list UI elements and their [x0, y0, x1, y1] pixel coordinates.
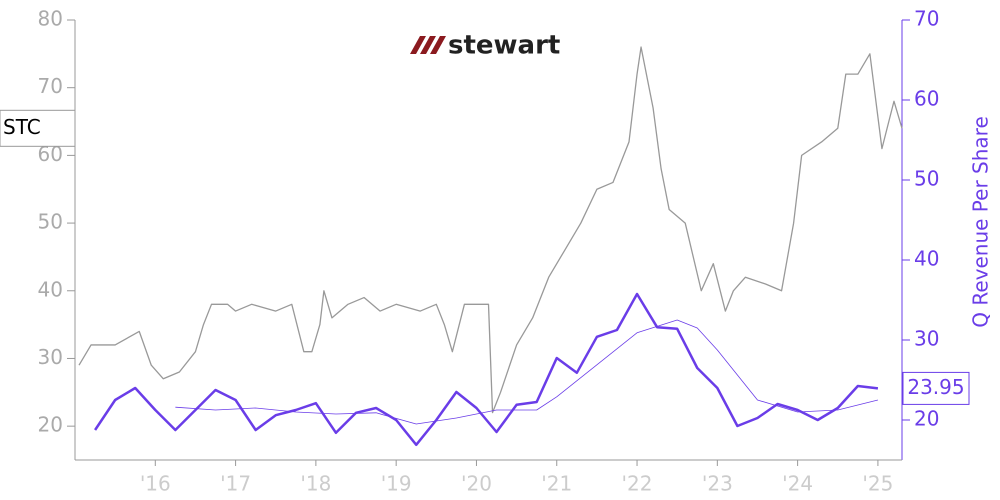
series-line [175, 319, 879, 425]
series-line [78, 46, 903, 414]
y-tick-label: 80 [38, 7, 63, 31]
y2-tick-label: 50 [914, 167, 939, 191]
x-tick-label: '25 [862, 472, 893, 496]
logo: stewart [410, 31, 560, 61]
y2-tick-label: 40 [914, 247, 939, 271]
x-tick-label: '18 [300, 472, 331, 496]
x-tick-label: '24 [782, 472, 813, 496]
logo-mark [410, 36, 426, 54]
logo-mark [430, 36, 446, 54]
y2-tick-label: 60 [914, 87, 939, 111]
value-tag-box [902, 371, 970, 405]
x-tick-label: '20 [461, 472, 492, 496]
x-tick-label: '21 [541, 472, 572, 496]
logo-mark [420, 36, 436, 54]
logo-text: stewart [448, 31, 560, 61]
y2-axis-label: Q Revenue Per Share [969, 116, 993, 328]
y2-tick-label: 30 [914, 327, 939, 351]
series-tag: STC [3, 115, 41, 139]
x-tick-label: '16 [140, 472, 171, 496]
value-label: 23.95 [907, 375, 964, 399]
y2-tick-label: 70 [914, 7, 939, 31]
x-tick-label: '22 [622, 472, 653, 496]
y2-tick-label: 20 [914, 407, 939, 431]
y-tick-label: 30 [38, 345, 63, 369]
y-tick-label: 20 [38, 413, 63, 437]
y-tick-label: 70 [38, 74, 63, 98]
y-tick-label: 50 [38, 210, 63, 234]
x-tick-label: '19 [381, 472, 412, 496]
series-tag-box [0, 109, 76, 147]
series-line [94, 292, 879, 447]
x-tick-label: '23 [702, 472, 733, 496]
x-tick-label: '17 [220, 472, 251, 496]
y-tick-label: 40 [38, 277, 63, 301]
